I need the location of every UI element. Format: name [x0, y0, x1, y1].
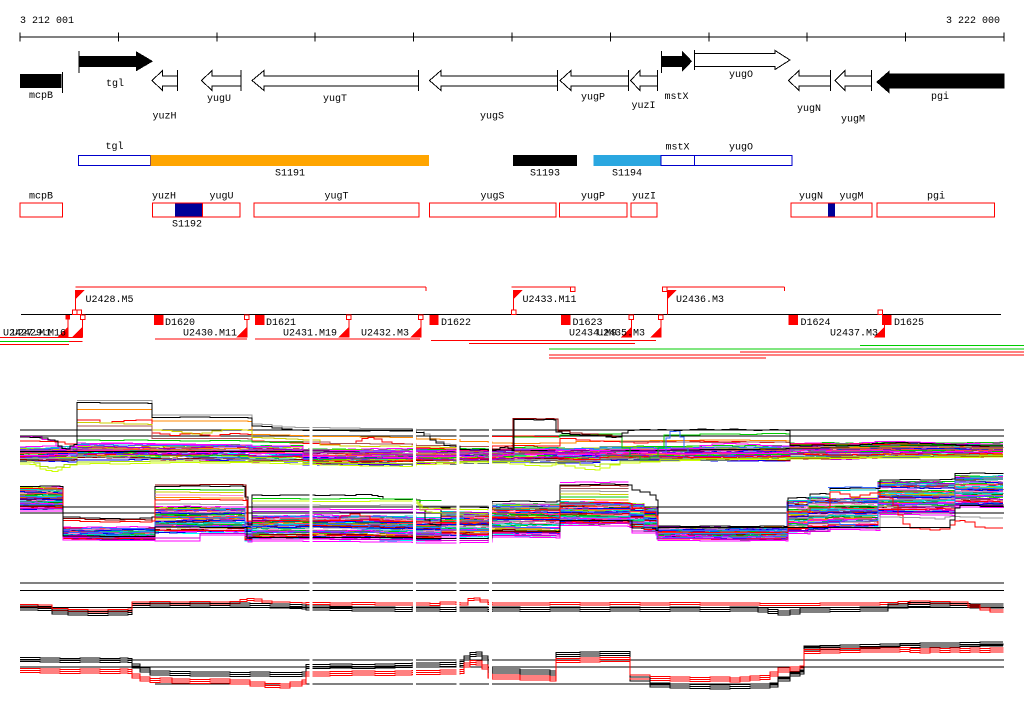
svg-text:U2435.M3: U2435.M3	[597, 329, 645, 340]
svg-text:3 212 001: 3 212 001	[20, 16, 74, 27]
svg-text:mcpB: mcpB	[29, 192, 53, 203]
svg-text:yugP: yugP	[581, 192, 605, 203]
svg-text:S1192: S1192	[172, 220, 202, 231]
svg-text:D1623: D1623	[573, 318, 603, 329]
svg-text:yugU: yugU	[207, 94, 231, 105]
svg-text:yugO: yugO	[729, 143, 753, 154]
svg-text:yugO: yugO	[729, 70, 753, 81]
svg-text:U2427.M1: U2427.M1	[3, 329, 51, 340]
svg-text:D1620: D1620	[165, 318, 195, 329]
svg-text:yugT: yugT	[324, 192, 348, 203]
svg-text:pgi: pgi	[927, 191, 945, 203]
svg-text:U2430.M11: U2430.M11	[183, 329, 237, 340]
svg-text:D1621: D1621	[266, 318, 296, 329]
svg-text:S1194: S1194	[612, 169, 642, 180]
svg-text:S1193: S1193	[530, 169, 560, 180]
svg-text:yugN: yugN	[797, 104, 821, 115]
svg-text:D1624: D1624	[801, 318, 831, 329]
svg-text:yugM: yugM	[839, 192, 863, 203]
svg-text:yuzI: yuzI	[631, 101, 655, 112]
svg-text:S1191: S1191	[275, 169, 305, 180]
svg-text:yuzI: yuzI	[632, 192, 656, 203]
svg-text:mstX: mstX	[665, 143, 689, 154]
svg-text:mstX: mstX	[664, 92, 688, 103]
svg-text:U2437.M3: U2437.M3	[830, 329, 878, 340]
svg-text:mcpB: mcpB	[29, 91, 53, 102]
svg-text:yugN: yugN	[799, 192, 823, 203]
svg-text:U2429.M16: U2429.M16	[12, 329, 66, 340]
svg-text:U2433.M11: U2433.M11	[523, 295, 577, 306]
svg-text:yugU: yugU	[209, 192, 233, 203]
svg-text:U2431.M19: U2431.M19	[283, 329, 337, 340]
svg-text:yuzH: yuzH	[152, 192, 176, 203]
svg-text:pgi: pgi	[931, 91, 949, 103]
svg-text:yugS: yugS	[480, 112, 504, 123]
svg-text:tgl: tgl	[105, 141, 123, 153]
svg-text:tgl: tgl	[106, 78, 124, 90]
svg-text:3 222 000: 3 222 000	[946, 16, 1000, 27]
svg-text:yugT: yugT	[323, 94, 347, 105]
svg-text:U2432.M3: U2432.M3	[361, 329, 409, 340]
svg-text:U2428.M5: U2428.M5	[86, 295, 134, 306]
svg-text:U2434.M9: U2434.M9	[569, 329, 617, 340]
svg-text:yugS: yugS	[480, 192, 504, 203]
svg-text:yuzH: yuzH	[152, 112, 176, 123]
svg-text:D1622: D1622	[441, 318, 471, 329]
svg-text:yugM: yugM	[841, 115, 865, 126]
svg-text:U2436.M3: U2436.M3	[676, 295, 724, 306]
svg-text:yugP: yugP	[581, 93, 605, 104]
svg-text:D1625: D1625	[894, 318, 924, 329]
